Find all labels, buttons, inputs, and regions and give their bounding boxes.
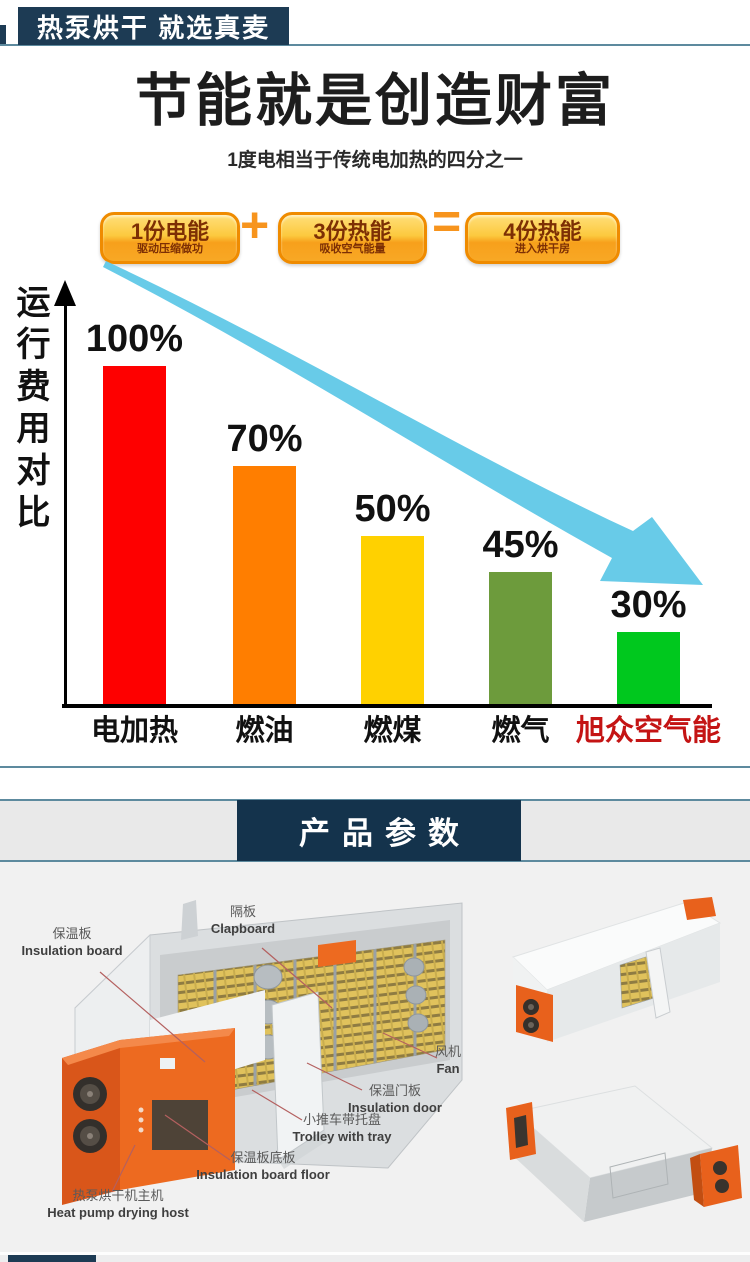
energy-badge-heat4: 4份热能 进入烘干房	[465, 212, 620, 264]
label-insulation-door: 保温门板 Insulation door	[335, 1083, 455, 1117]
badge-title: 3份热能	[313, 218, 392, 244]
top-banner: 热泵烘干 就选真麦	[18, 7, 289, 45]
badge-title: 1份电能	[130, 218, 210, 244]
label-en: Insulation door	[348, 1099, 442, 1115]
dryer-rear-view-render	[506, 1085, 742, 1222]
page-subtitle: 1度电相当于传统电加热的四分之一	[227, 150, 523, 171]
heat-pump-host-render	[62, 1028, 235, 1205]
label-trolley-with-tray: 小推车带托盘 Trolley with tray	[280, 1112, 404, 1146]
label-zh: 保温板	[52, 926, 92, 941]
badge-subtitle: 吸收空气能量	[319, 242, 386, 255]
dryer-machine-diagram	[62, 897, 742, 1222]
x-axis-line	[62, 704, 712, 708]
bar-value-label: 100%	[85, 318, 184, 360]
main-dryer-render	[62, 900, 463, 1205]
divider-line	[0, 766, 750, 768]
section-title: 产品参数	[299, 816, 471, 851]
energy-badge-electric: 1份电能 驱动压缩做功	[100, 212, 240, 264]
label-heat-pump-drying-host: 热泵烘干机主机 Heat pump drying host	[45, 1188, 191, 1222]
next-section-band	[0, 1255, 750, 1262]
bar-value-label: 30%	[610, 584, 687, 626]
badge-subtitle: 驱动压缩做功	[137, 242, 203, 255]
y-axis-arrow-icon	[54, 280, 76, 306]
label-en: Heat pump drying host	[47, 1204, 189, 1220]
section-title-box: 产品参数	[237, 800, 521, 861]
chart-bar	[103, 366, 166, 704]
label-en: Trolley with tray	[292, 1128, 392, 1144]
top-banner-label: 热泵烘干 就选真麦	[36, 12, 271, 43]
bar-category-label: 燃煤	[363, 715, 422, 747]
callout-leader-lines	[99, 947, 438, 1193]
label-zh: 保温门板	[368, 1083, 421, 1098]
bar-value-label: 70%	[226, 418, 303, 460]
label-fan: 风机 Fan	[413, 1044, 483, 1078]
chart-bar	[617, 632, 680, 704]
plus-operator: +	[240, 197, 270, 253]
label-zh: 隔板	[229, 904, 256, 919]
divider-line	[0, 860, 750, 862]
bar-category-label: 旭众空气能	[575, 715, 721, 747]
closed-dryer-render	[512, 897, 722, 1042]
chart-bar	[361, 536, 424, 704]
bar-category-label: 燃气	[491, 715, 550, 747]
energy-badge-heat3: 3份热能 吸收空气能量	[278, 212, 427, 264]
bar-value-label: 45%	[482, 524, 559, 566]
banner-left-notch	[0, 25, 6, 44]
label-zh: 保温板底板	[230, 1150, 296, 1165]
label-en: Clapboard	[210, 920, 276, 936]
bottom-divider	[0, 1252, 750, 1255]
bar-category-label: 燃油	[235, 715, 294, 747]
badge-subtitle: 进入烘干房	[515, 242, 570, 255]
label-en: Fan	[436, 1060, 460, 1076]
badge-title: 4份热能	[503, 218, 582, 244]
y-axis-title: 运行费用对比	[11, 284, 49, 536]
label-insulation-board-floor: 保温板底板 Insulation board floor	[195, 1150, 331, 1184]
label-en: Insulation board	[21, 942, 123, 958]
equals-operator: =	[432, 193, 462, 249]
next-section-banner-edge	[8, 1255, 96, 1262]
label-clapboard: 隔板 Clapboard	[183, 904, 303, 938]
bar-category-label: 电加热	[90, 715, 178, 747]
chart-bar	[233, 466, 296, 704]
label-insulation-board: 保温板 Insulation board	[10, 926, 134, 960]
label-zh: 风机	[434, 1044, 461, 1059]
chart-bar	[489, 572, 552, 704]
label-zh: 热泵烘干机主机	[72, 1188, 164, 1203]
y-axis-line	[64, 302, 67, 706]
page-title: 节能就是创造财富	[135, 69, 615, 133]
label-en: Insulation board floor	[196, 1166, 330, 1182]
banner-underline	[0, 44, 750, 46]
label-zh: 小推车带托盘	[302, 1112, 381, 1127]
